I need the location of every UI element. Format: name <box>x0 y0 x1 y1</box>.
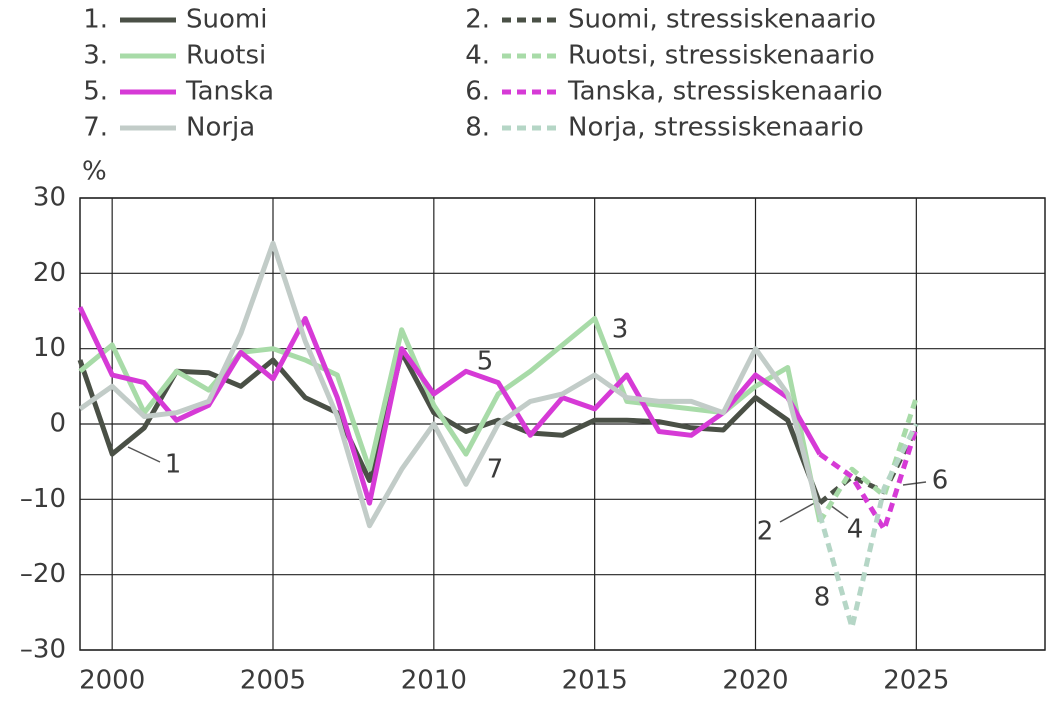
x-tick-label: 2010 <box>401 666 467 696</box>
annotation: 5 <box>477 347 494 377</box>
y-tick-label: 0 <box>49 409 66 439</box>
leader-line <box>829 504 849 519</box>
series-line <box>77 349 823 505</box>
y-tick-label: 30 <box>33 183 66 213</box>
y-tick-label: 20 <box>33 258 66 288</box>
legend-number: 5. <box>83 77 108 107</box>
annotation: 1 <box>165 450 182 480</box>
annotation: 4 <box>847 515 864 545</box>
legend-label: Norja <box>186 113 255 143</box>
legend-label: Tanska <box>185 77 274 107</box>
annotation: 2 <box>757 517 774 547</box>
leader-line <box>902 481 927 486</box>
series-line <box>78 240 823 529</box>
annotation: 7 <box>487 455 504 485</box>
series-line <box>818 427 919 532</box>
y-tick-label: –10 <box>20 484 66 514</box>
x-tick-label: 2025 <box>883 666 949 696</box>
legend-number: 4. <box>465 41 490 71</box>
legend-number: 1. <box>83 5 108 35</box>
legend-label: Norja, stressiskenaario <box>568 113 864 143</box>
x-tick-label: 2015 <box>562 666 628 696</box>
annotation: 3 <box>612 315 629 345</box>
x-tick-label: 2000 <box>79 666 145 696</box>
plot-frame <box>79 197 1046 651</box>
leader-line <box>779 499 821 523</box>
series-line <box>817 422 919 630</box>
legend-number: 2. <box>465 5 490 35</box>
leader-line <box>127 446 161 463</box>
legend-number: 8. <box>465 113 490 143</box>
y-tick-label: 10 <box>33 333 66 363</box>
legend-label: Suomi, stressiskenaario <box>568 5 876 35</box>
legend-label: Ruotsi <box>186 41 266 71</box>
leader-lines <box>127 446 927 523</box>
x-tick-label: 2005 <box>240 666 306 696</box>
annotation: 8 <box>814 583 831 613</box>
legend-label: Suomi <box>186 5 267 35</box>
legend-label: Tanska, stressiskenaario <box>567 77 883 107</box>
legend-number: 7. <box>83 113 108 143</box>
series-line <box>77 306 822 506</box>
legend-label: Ruotsi, stressiskenaario <box>568 41 875 71</box>
legend-number: 3. <box>83 41 108 71</box>
y-axis-label: % <box>82 157 107 187</box>
series-line <box>817 396 919 524</box>
y-tick-label: –30 <box>20 635 66 665</box>
x-tick-label: 2020 <box>722 666 788 696</box>
series-line <box>78 316 823 523</box>
legend-number: 6. <box>465 77 490 107</box>
annotation: 6 <box>932 466 949 496</box>
y-tick-label: –20 <box>20 559 66 589</box>
